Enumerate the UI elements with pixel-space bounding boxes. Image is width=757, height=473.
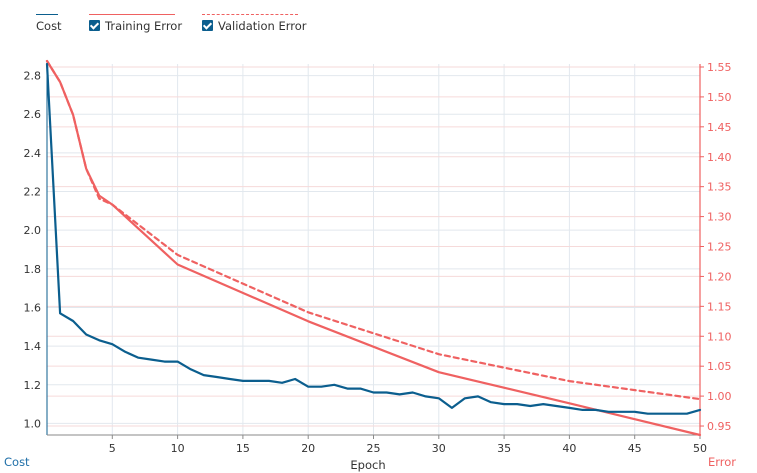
y-right-tick-label: 1.00 xyxy=(707,390,732,403)
y-left-tick-label: 2.6 xyxy=(24,108,42,121)
y-right-tick-label: 1.45 xyxy=(707,121,732,134)
y-left-axis-label: Cost xyxy=(4,455,30,469)
y-right-tick-label: 1.35 xyxy=(707,181,732,194)
series-line-cost xyxy=(45,62,702,415)
y-right-tick-label: 1.15 xyxy=(707,300,732,313)
y-left-tick-label: 2.8 xyxy=(24,70,42,83)
y-right-tick-label: 1.30 xyxy=(707,211,732,224)
y-left-tick-label: 1.0 xyxy=(24,417,42,430)
x-tick-label: 30 xyxy=(432,442,446,455)
x-tick-label: 5 xyxy=(109,442,116,455)
y-left-tick-label: 1.6 xyxy=(24,301,42,314)
y-left-tick-label: 1.4 xyxy=(24,340,42,353)
legend-item-training-error[interactable]: Training Error xyxy=(89,14,182,36)
x-tick-label: 50 xyxy=(693,442,707,455)
x-tick-label: 10 xyxy=(171,442,185,455)
y-left-tick-label: 1.8 xyxy=(24,263,42,276)
y-right-tick-label: 0.95 xyxy=(707,420,732,433)
x-tick-label: 40 xyxy=(562,442,576,455)
legend-line-cost xyxy=(36,14,58,15)
x-tick-label: 35 xyxy=(497,442,511,455)
y-right-tick-label: 1.10 xyxy=(707,330,732,343)
y-right-tick-label: 1.50 xyxy=(707,91,732,104)
y-left-tick-label: 2.4 xyxy=(24,147,42,160)
checkbox-icon[interactable] xyxy=(89,20,100,31)
x-tick-label: 20 xyxy=(301,442,315,455)
legend: Cost Training Error Validation Error xyxy=(0,0,757,40)
legend-line-training-error xyxy=(89,14,175,15)
y-right-tick-label: 1.55 xyxy=(707,61,732,74)
legend-item-validation-error[interactable]: Validation Error xyxy=(202,14,306,36)
x-tick-label: 25 xyxy=(367,442,381,455)
legend-label-cost: Cost xyxy=(36,19,62,33)
x-tick-label: 45 xyxy=(628,442,642,455)
y-left-tick-label: 2.0 xyxy=(24,224,42,237)
x-tick-label: 15 xyxy=(236,442,250,455)
y-right-tick-label: 1.20 xyxy=(707,270,732,283)
checkbox-icon[interactable] xyxy=(202,20,213,31)
legend-label-validation-error: Validation Error xyxy=(218,19,307,33)
y-right-tick-label: 1.05 xyxy=(707,360,732,373)
series-line-training-error xyxy=(45,59,702,437)
y-left-tick-label: 2.2 xyxy=(24,186,42,199)
legend-line-validation-error xyxy=(202,14,298,15)
legend-label-training-error: Training Error xyxy=(105,19,183,33)
y-right-tick-label: 1.40 xyxy=(707,151,732,164)
legend-item-cost[interactable]: Cost xyxy=(36,14,62,36)
y-right-axis-label: Error xyxy=(708,455,736,469)
y-left-tick-label: 1.2 xyxy=(24,379,42,392)
y-right-tick-label: 1.25 xyxy=(707,241,732,254)
x-axis-label: Epoch xyxy=(350,458,385,472)
